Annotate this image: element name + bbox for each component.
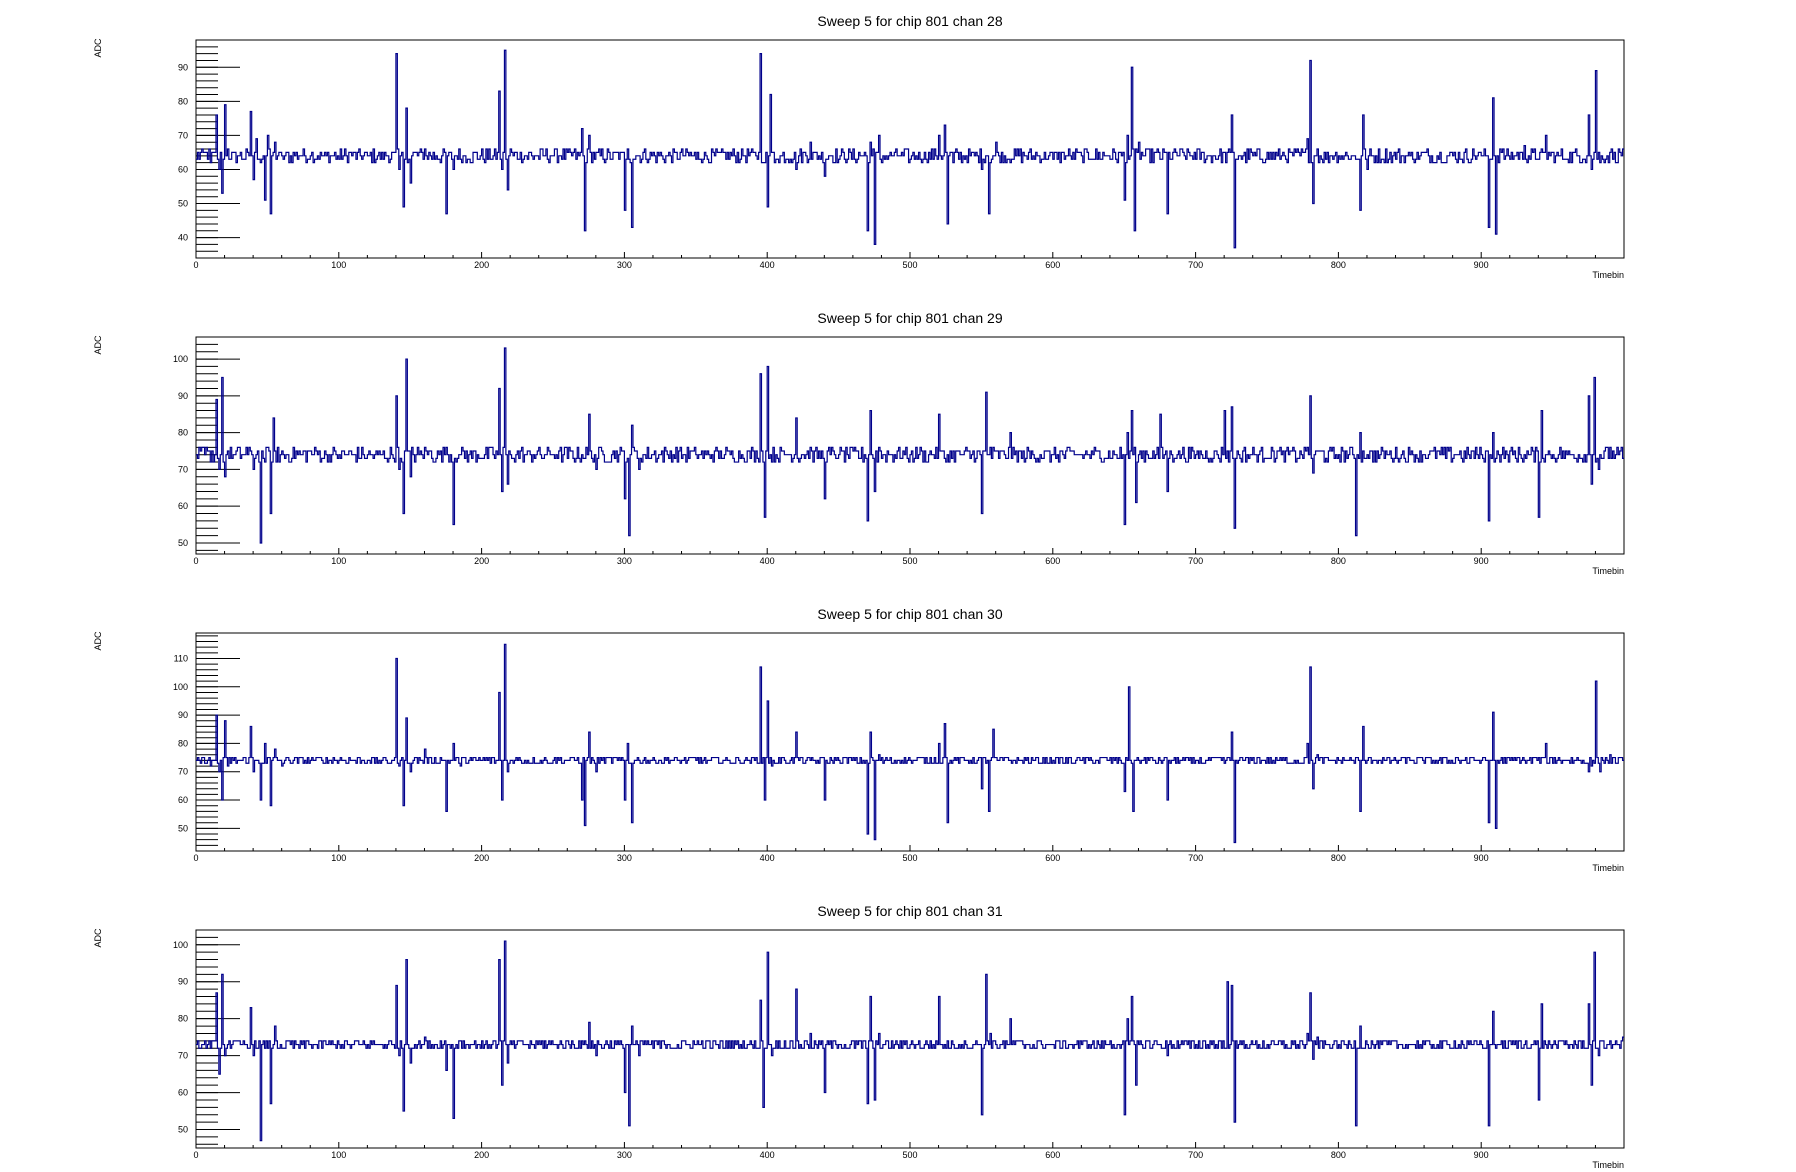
y-tick-label: 90 — [178, 62, 188, 72]
y-tick-label: 100 — [173, 940, 188, 950]
x-tick-label: 0 — [193, 853, 198, 863]
y-tick-label: 80 — [178, 738, 188, 748]
adc-trace — [196, 940, 1624, 1142]
y-tick-label: 50 — [178, 823, 188, 833]
y-tick-label: 80 — [178, 428, 188, 438]
y-tick-label: 80 — [178, 1014, 188, 1024]
adc-trace — [196, 643, 1624, 844]
y-tick-label: 50 — [178, 199, 188, 209]
x-tick-label: 200 — [474, 260, 489, 270]
x-tick-label: 700 — [1188, 260, 1203, 270]
x-tick-label: 100 — [331, 260, 346, 270]
y-tick-label: 70 — [178, 1051, 188, 1061]
plot-frame — [195, 632, 1625, 852]
y-tick-label: 90 — [178, 391, 188, 401]
chart-title: Sweep 5 for chip 801 chan 31 — [817, 903, 1002, 919]
chart-panel-0: Sweep 5 for chip 801 chan 28 ADC Timebin 40… — [93, 13, 1625, 280]
y-tick-label: 100 — [173, 354, 188, 364]
plot-frame — [195, 336, 1625, 555]
x-tick-label: 0 — [193, 1150, 198, 1160]
chart-title: Sweep 5 for chip 801 chan 30 — [817, 606, 1002, 622]
x-tick-label: 300 — [617, 1150, 632, 1160]
x-tick-label: 400 — [760, 853, 775, 863]
x-tick-label: 800 — [1331, 853, 1346, 863]
x-tick-label: 500 — [902, 260, 917, 270]
x-tick-label: 600 — [1045, 1150, 1060, 1160]
y-tick-label: 60 — [178, 795, 188, 805]
y-axis-label: ADC — [93, 631, 103, 651]
x-tick-label: 300 — [617, 853, 632, 863]
x-axis-label: Timebin — [1592, 270, 1624, 280]
x-tick-label: 500 — [902, 853, 917, 863]
x-tick-label: 900 — [1474, 556, 1489, 566]
x-tick-label: 800 — [1331, 1150, 1346, 1160]
x-tick-label: 300 — [617, 556, 632, 566]
adc-trace — [196, 49, 1624, 249]
x-tick-label: 0 — [193, 556, 198, 566]
y-tick-label: 60 — [178, 501, 188, 511]
y-tick-label: 70 — [178, 767, 188, 777]
x-tick-label: 100 — [331, 853, 346, 863]
y-tick-label: 90 — [178, 977, 188, 987]
plot-frame — [195, 39, 1625, 259]
y-axis-label: ADC — [93, 38, 103, 58]
x-tick-label: 900 — [1474, 853, 1489, 863]
x-tick-label: 700 — [1188, 853, 1203, 863]
chart-panel-2: Sweep 5 for chip 801 chan 30 ADC Timebin 50… — [93, 606, 1625, 873]
y-axis-label: ADC — [93, 335, 103, 355]
x-axis-label: Timebin — [1592, 1160, 1624, 1170]
y-tick-label: 110 — [174, 653, 188, 663]
y-tick-label: 70 — [178, 464, 188, 474]
x-tick-label: 700 — [1188, 1150, 1203, 1160]
x-tick-label: 600 — [1045, 260, 1060, 270]
x-tick-label: 300 — [617, 260, 632, 270]
x-tick-label: 800 — [1331, 556, 1346, 566]
y-tick-label: 50 — [178, 1125, 188, 1135]
x-tick-label: 600 — [1045, 853, 1060, 863]
chart-title: Sweep 5 for chip 801 chan 28 — [817, 13, 1002, 29]
x-tick-label: 200 — [474, 556, 489, 566]
x-tick-label: 400 — [760, 260, 775, 270]
x-tick-label: 200 — [474, 853, 489, 863]
x-tick-label: 100 — [331, 1150, 346, 1160]
plot-frame — [195, 929, 1625, 1149]
x-axis-label: Timebin — [1592, 566, 1624, 576]
x-tick-label: 600 — [1045, 556, 1060, 566]
chart-panel-3: Sweep 5 for chip 801 chan 31 ADC Timebin 50… — [93, 903, 1625, 1170]
x-tick-label: 500 — [902, 1150, 917, 1160]
x-tick-label: 400 — [760, 556, 775, 566]
y-axis-label: ADC — [93, 928, 103, 948]
chart-title: Sweep 5 for chip 801 chan 29 — [817, 310, 1002, 326]
y-tick-label: 70 — [178, 130, 188, 140]
x-tick-label: 800 — [1331, 260, 1346, 270]
x-tick-label: 100 — [331, 556, 346, 566]
y-tick-label: 50 — [178, 538, 188, 548]
adc-trace — [196, 347, 1624, 544]
x-tick-label: 0 — [193, 260, 198, 270]
y-tick-label: 40 — [178, 233, 188, 243]
x-tick-label: 400 — [760, 1150, 775, 1160]
y-tick-label: 60 — [178, 164, 188, 174]
y-tick-label: 100 — [173, 682, 188, 692]
chart-panel-1: Sweep 5 for chip 801 chan 29 ADC Timebin 50… — [93, 310, 1625, 576]
x-tick-label: 700 — [1188, 556, 1203, 566]
x-tick-label: 900 — [1474, 260, 1489, 270]
y-tick-label: 80 — [178, 96, 188, 106]
x-tick-label: 900 — [1474, 1150, 1489, 1160]
x-tick-label: 200 — [474, 1150, 489, 1160]
y-tick-label: 90 — [178, 710, 188, 720]
x-axis-label: Timebin — [1592, 863, 1624, 873]
y-tick-label: 60 — [178, 1088, 188, 1098]
x-tick-label: 500 — [902, 556, 917, 566]
